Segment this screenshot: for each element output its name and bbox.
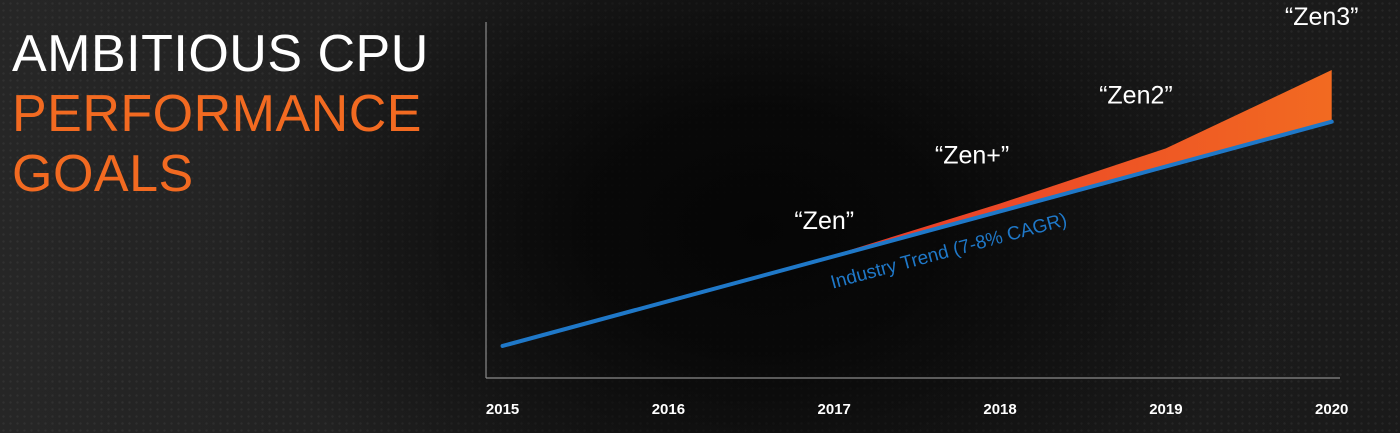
zen-label: “Zen”: [794, 207, 854, 235]
zen-label: “Zen+”: [935, 142, 1009, 170]
zen-label: “Zen2”: [1099, 81, 1173, 109]
title-line-1: AMBITIOUS CPU: [12, 25, 429, 83]
industry-trend-group: Industry Trend (7-8% CAGR): [500, 119, 1334, 348]
zen-label: “Zen3”: [1285, 3, 1359, 31]
x-tick-label: 2018: [983, 401, 1016, 418]
zen-labels: “Zen” “Zen+” “Zen2” “Zen3”: [794, 3, 1358, 235]
x-tick-label: 2017: [818, 401, 851, 418]
industry-trend-line: [500, 119, 1334, 348]
zen-performance-band-group: [834, 70, 1332, 257]
title-line-2: PERFORMANCE: [12, 85, 422, 143]
x-tick-label: 2016: [652, 401, 685, 418]
x-tick-label: 2020: [1315, 401, 1348, 418]
x-tick-labels: 2015 2016 2017 2018 2019 2020: [486, 401, 1349, 418]
chart-axes: [485, 22, 1340, 379]
x-tick-label: 2015: [486, 401, 519, 418]
x-tick-label: 2019: [1149, 401, 1182, 418]
zen-performance-band: [834, 70, 1332, 257]
title-line-3: GOALS: [12, 145, 194, 203]
